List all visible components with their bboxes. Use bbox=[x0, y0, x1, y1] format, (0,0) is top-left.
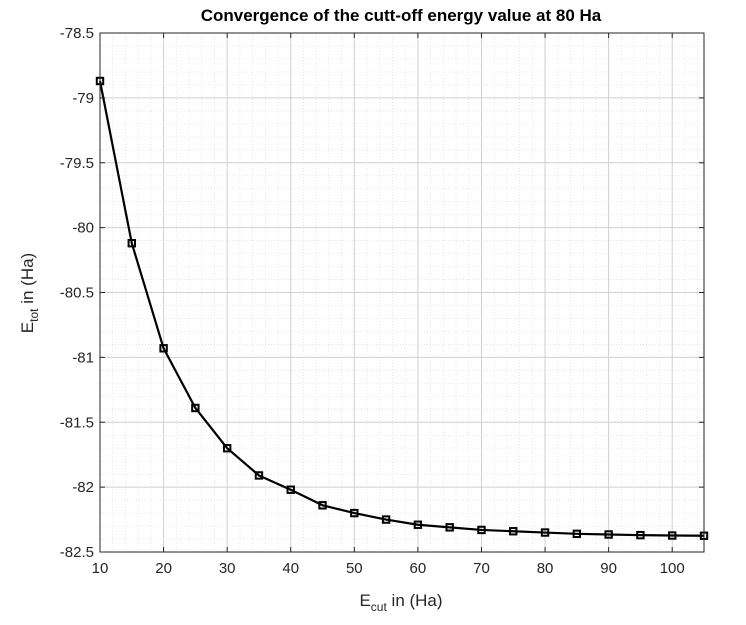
y-tick-label: -82 bbox=[72, 479, 94, 496]
y-tick-label: -81 bbox=[72, 349, 94, 366]
data-point bbox=[350, 508, 359, 518]
data-point bbox=[381, 515, 391, 524]
data-point bbox=[668, 531, 677, 540]
y-axis-label-rest: in (Ha) bbox=[18, 253, 37, 309]
data-point bbox=[222, 444, 232, 453]
x-tick-label: 80 bbox=[537, 560, 554, 577]
x-tick-label: 40 bbox=[282, 560, 299, 577]
x-axis-label-base: E bbox=[359, 591, 370, 610]
x-tick-label: 20 bbox=[155, 560, 172, 577]
x-tick-label: 70 bbox=[473, 560, 490, 577]
data-point bbox=[159, 344, 168, 353]
y-tick-label: -80.5 bbox=[60, 285, 94, 302]
data-point bbox=[318, 501, 327, 510]
series-polyline bbox=[98, 80, 705, 537]
data-point bbox=[540, 528, 550, 537]
data-point bbox=[127, 238, 136, 248]
x-tick-label: 90 bbox=[600, 560, 617, 577]
x-tick-label: 100 bbox=[660, 560, 685, 577]
x-axis-label-sub: cut bbox=[371, 600, 388, 614]
y-axis-label-sub: tot bbox=[27, 308, 41, 322]
data-point bbox=[286, 485, 295, 494]
y-tick-label: -80 bbox=[72, 220, 94, 237]
series-line bbox=[98, 80, 705, 537]
y-axis-label: Etot in (Ha) bbox=[18, 253, 41, 333]
data-point bbox=[477, 525, 486, 535]
data-point bbox=[604, 530, 613, 539]
chart-title: Convergence of the cutt-off energy value… bbox=[201, 6, 602, 25]
plot-area: 10 20 30 40 50 60 70 80 90 100 -78.5 -79 -79.5 -80 -8… bbox=[60, 25, 709, 577]
y-axis-ticks: -78.5 -79 -79.5 -80 -80.5 -81 -81.5 -82 -82.5 bbox=[60, 25, 704, 561]
data-point bbox=[413, 520, 423, 529]
y-tick-label: -82.5 bbox=[60, 544, 94, 561]
x-tick-label: 10 bbox=[92, 560, 109, 577]
x-tick-label: 60 bbox=[410, 560, 427, 577]
data-point bbox=[636, 530, 645, 540]
x-axis-label: Ecut in (Ha) bbox=[359, 591, 442, 614]
data-point bbox=[572, 529, 582, 539]
data-point bbox=[509, 527, 518, 536]
x-tick-label: 50 bbox=[346, 560, 363, 577]
y-tick-label: -79 bbox=[72, 90, 94, 107]
data-point bbox=[254, 471, 264, 480]
data-point bbox=[445, 523, 454, 532]
y-tick-label: -81.5 bbox=[60, 414, 94, 431]
x-axis-ticks: 10 20 30 40 50 60 70 80 90 100 bbox=[92, 33, 685, 577]
x-tick-label: 30 bbox=[219, 560, 236, 577]
data-point bbox=[191, 403, 200, 413]
y-tick-label: -79.5 bbox=[60, 155, 94, 172]
y-axis-label-base: E bbox=[18, 322, 37, 333]
x-axis-label-rest: in (Ha) bbox=[387, 591, 443, 610]
y-tick-label: -78.5 bbox=[60, 25, 94, 42]
